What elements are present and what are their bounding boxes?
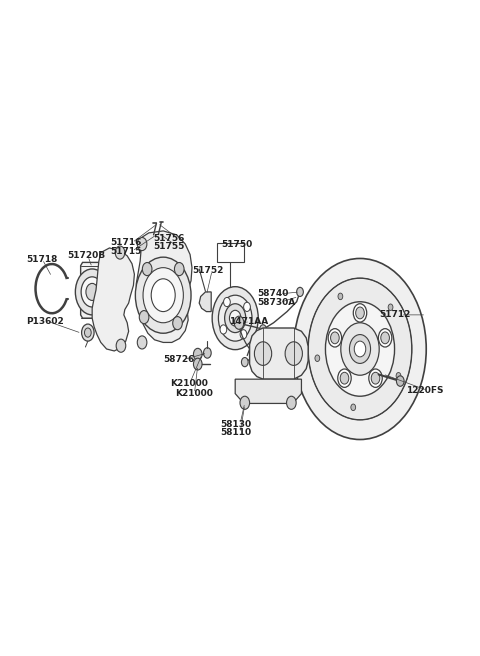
Circle shape <box>331 332 339 344</box>
Circle shape <box>115 246 125 259</box>
Circle shape <box>193 348 202 360</box>
Circle shape <box>229 310 241 326</box>
Circle shape <box>396 373 401 379</box>
Circle shape <box>220 325 227 334</box>
Text: 51712: 51712 <box>379 310 410 319</box>
Circle shape <box>151 279 175 312</box>
Circle shape <box>174 262 184 276</box>
Circle shape <box>240 330 247 339</box>
Circle shape <box>86 283 98 300</box>
Circle shape <box>193 358 202 370</box>
Text: 51755: 51755 <box>154 242 185 251</box>
Circle shape <box>381 332 389 344</box>
Circle shape <box>371 372 380 384</box>
Circle shape <box>204 348 211 358</box>
Text: 51756: 51756 <box>154 234 185 243</box>
Polygon shape <box>92 248 134 351</box>
Text: P13602: P13602 <box>26 317 64 326</box>
Circle shape <box>340 372 349 384</box>
Circle shape <box>137 237 147 251</box>
Circle shape <box>139 310 149 323</box>
Text: 51750: 51750 <box>221 239 252 249</box>
Circle shape <box>225 304 246 333</box>
Text: 58730A: 58730A <box>257 298 295 307</box>
Circle shape <box>84 328 91 337</box>
Circle shape <box>116 339 126 352</box>
Circle shape <box>308 278 412 420</box>
Circle shape <box>224 297 230 306</box>
Text: 58110: 58110 <box>220 428 251 438</box>
Text: 51715: 51715 <box>110 247 142 256</box>
Circle shape <box>369 369 382 387</box>
Circle shape <box>260 325 266 334</box>
Circle shape <box>328 329 342 347</box>
Circle shape <box>315 355 320 361</box>
Text: 1471AA: 1471AA <box>229 317 269 326</box>
Polygon shape <box>250 328 308 379</box>
Circle shape <box>353 304 367 322</box>
Text: K21000: K21000 <box>170 379 208 388</box>
Circle shape <box>143 268 183 323</box>
Circle shape <box>285 342 302 365</box>
Circle shape <box>396 376 404 386</box>
Circle shape <box>234 316 244 329</box>
Circle shape <box>135 257 191 333</box>
Circle shape <box>338 369 351 387</box>
Text: 58740: 58740 <box>257 289 288 298</box>
Circle shape <box>81 277 103 307</box>
Polygon shape <box>199 292 211 312</box>
Circle shape <box>137 336 147 349</box>
Circle shape <box>82 324 94 341</box>
Circle shape <box>294 258 426 440</box>
Circle shape <box>378 329 392 347</box>
Circle shape <box>297 287 303 297</box>
Polygon shape <box>81 262 105 318</box>
Circle shape <box>349 335 371 363</box>
Text: K21000: K21000 <box>175 389 213 398</box>
Circle shape <box>75 269 109 315</box>
Text: 51718: 51718 <box>26 255 58 264</box>
Circle shape <box>325 302 395 396</box>
Circle shape <box>143 262 152 276</box>
Text: 51720B: 51720B <box>67 251 105 260</box>
Text: 58130: 58130 <box>220 420 251 429</box>
Circle shape <box>341 323 379 375</box>
Circle shape <box>241 358 248 367</box>
Circle shape <box>354 341 366 357</box>
Circle shape <box>254 342 272 365</box>
Circle shape <box>240 396 250 409</box>
Text: 51716: 51716 <box>110 238 142 247</box>
Polygon shape <box>136 231 192 342</box>
Circle shape <box>356 307 364 319</box>
Text: 1220FS: 1220FS <box>406 386 443 395</box>
Circle shape <box>218 295 252 341</box>
Text: 58726: 58726 <box>163 355 194 364</box>
Circle shape <box>244 302 251 312</box>
Circle shape <box>212 287 258 350</box>
Circle shape <box>388 304 393 310</box>
Circle shape <box>351 404 356 411</box>
Text: 51752: 51752 <box>192 266 223 275</box>
Circle shape <box>173 317 182 330</box>
Polygon shape <box>235 379 301 403</box>
Circle shape <box>338 293 343 300</box>
Circle shape <box>287 396 296 409</box>
